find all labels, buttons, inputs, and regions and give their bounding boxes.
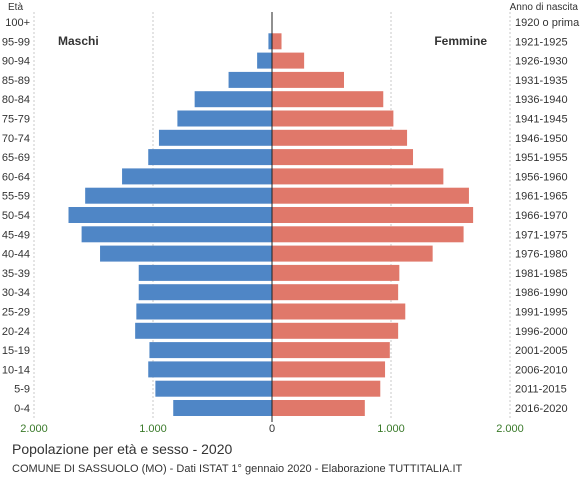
age-tick-label: 70-74 [2,133,30,145]
bar-femmine [272,284,399,301]
birth-year-tick-label: 1946-1950 [515,133,568,145]
age-tick-label: 100+ [5,17,30,29]
bar-femmine [272,380,381,397]
birth-year-tick-label: 1971-1975 [515,229,568,241]
age-tick-label: 15-19 [2,345,30,357]
age-tick-label: 35-39 [2,268,30,280]
bar-maschi [122,168,272,185]
bar-maschi [81,226,272,243]
bar-femmine [272,303,406,320]
bar-maschi [138,284,272,301]
age-tick-label: 45-49 [2,229,30,241]
bar-femmine [272,110,394,127]
right-axis-title: Anno di nascita [510,2,579,13]
birth-year-tick-label: 1926-1930 [515,56,568,68]
bar-femmine [272,168,444,185]
x-tick-label: 2.000 [20,423,48,435]
age-tick-label: 55-59 [2,191,30,203]
bar-maschi [228,71,272,88]
bar-maschi [194,91,272,108]
age-tick-label: 50-54 [2,210,30,222]
birth-year-tick-label: 2006-2010 [515,364,568,376]
bar-maschi [85,187,272,204]
birth-year-tick-label: 1986-1990 [515,287,568,299]
series-label-femmine: Femmine [434,34,487,48]
bar-maschi [173,400,272,416]
age-tick-label: 95-99 [2,36,30,48]
birth-year-tick-label: 1996-2000 [515,326,568,338]
birth-year-tick-label: 1991-1995 [515,307,568,319]
chart-subtitle: COMUNE DI SASSUOLO (MO) - Dati ISTAT 1° … [12,463,463,475]
birth-year-tick-label: 1976-1980 [515,249,568,261]
age-tick-label: 20-24 [2,326,30,338]
bar-femmine [272,33,282,50]
birth-year-tick-label: 2011-2015 [515,384,567,396]
bar-maschi [148,149,272,166]
birth-year-tick-label: 1941-1945 [515,114,568,126]
bar-femmine [272,207,474,223]
birth-year-tick-label: 1936-1940 [515,94,568,106]
age-tick-label: 65-69 [2,152,30,164]
birth-year-tick-label: 1931-1935 [515,75,568,87]
age-tick-label: 10-14 [2,364,30,376]
birth-year-tick-label: 1920 o prima [515,17,580,29]
bar-maschi [135,322,272,339]
left-axis-title: Età [8,2,23,13]
age-tick-label: 25-29 [2,307,30,319]
bar-maschi [149,342,272,359]
birth-year-tick-label: 1961-1965 [515,191,568,203]
bar-femmine [272,71,344,88]
bar-femmine [272,91,384,108]
bar-maschi [268,33,272,50]
x-tick-label: 1.000 [377,423,405,435]
bar-maschi [155,380,272,397]
bar-maschi [138,264,272,281]
bar-femmine [272,342,390,359]
birth-year-tick-label: 1956-1960 [515,171,568,183]
age-tick-label: 80-84 [2,94,30,106]
birth-year-tick-label: 2016-2020 [515,403,568,415]
bar-maschi [136,303,272,320]
bar-femmine [272,400,365,416]
bar-femmine [272,129,408,146]
age-tick-label: 30-34 [2,287,30,299]
bar-maschi [257,52,272,69]
birth-year-tick-label: 1951-1955 [515,152,568,164]
bar-femmine [272,187,469,204]
age-tick-label: 40-44 [2,249,30,261]
bar-maschi [148,361,272,378]
x-tick-label: 1.000 [139,423,167,435]
bar-maschi [177,110,272,127]
birth-year-tick-label: 1966-1970 [515,210,568,222]
bar-maschi [100,245,272,262]
chart-title: Popolazione per età e sesso - 2020 [12,441,233,457]
birth-year-tick-label: 2001-2005 [515,345,568,357]
bar-femmine [272,52,305,69]
age-tick-label: 75-79 [2,114,30,126]
bar-maschi [68,207,272,223]
x-tick-label: 2.000 [496,423,524,435]
birth-year-tick-label: 1981-1985 [515,268,568,280]
bar-femmine [272,245,433,262]
bar-femmine [272,264,400,281]
age-tick-label: 85-89 [2,75,30,87]
bar-femmine [272,322,399,339]
chart-svg: 100+ 1920 o prima 95-99 1921-1925 90-94 1926-… [2,2,580,435]
age-tick-label: 5-9 [14,384,30,396]
x-tick-label: 0 [269,423,275,435]
bar-maschi [158,129,272,146]
bar-femmine [272,361,386,378]
birth-year-tick-label: 1921-1925 [515,36,568,48]
series-label-maschi: Maschi [58,34,99,48]
bar-femmine [272,226,464,243]
bar-femmine [272,149,414,166]
age-tick-label: 90-94 [2,56,30,68]
age-tick-label: 60-64 [2,171,30,183]
age-tick-label: 0-4 [14,403,30,415]
